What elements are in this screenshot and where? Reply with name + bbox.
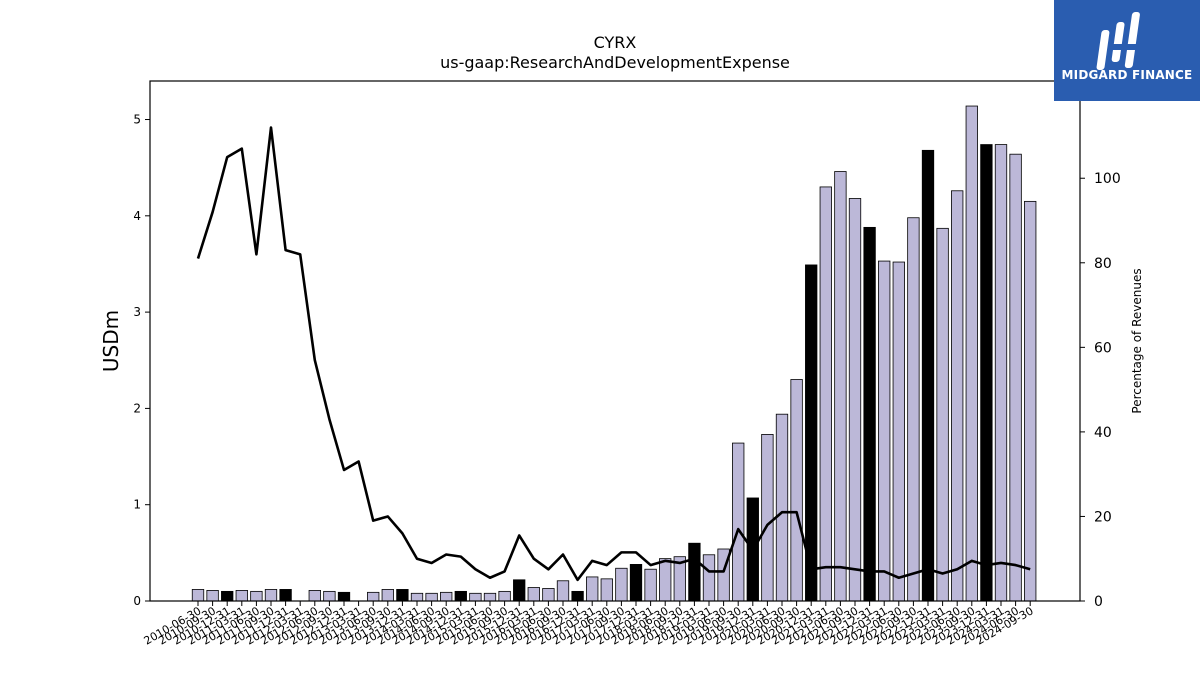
- bar: [367, 591, 380, 602]
- bar: [965, 105, 978, 602]
- bar: [688, 542, 701, 602]
- y2-tick-label: 60: [1094, 340, 1112, 356]
- midgard-finance-logo: MIDGARD FINANCE: [1054, 0, 1200, 101]
- bar: [513, 579, 526, 602]
- y2-tick-label: 80: [1094, 256, 1112, 272]
- bar: [732, 442, 745, 602]
- bar: [761, 434, 774, 602]
- bar: [907, 217, 920, 602]
- bar: [250, 590, 263, 602]
- bar: [878, 260, 891, 602]
- bar: [323, 590, 336, 602]
- bar: [454, 590, 467, 602]
- bar: [775, 413, 789, 602]
- bar: [863, 226, 876, 602]
- bar: [659, 558, 672, 602]
- bar: [629, 564, 643, 602]
- bar: [571, 590, 584, 602]
- bar: [527, 587, 540, 602]
- y-tick-label: 0: [133, 594, 141, 608]
- bar: [994, 144, 1008, 602]
- bar: [936, 227, 949, 602]
- bar: [221, 590, 234, 602]
- y-tick-label: 1: [133, 498, 141, 512]
- bar: [410, 592, 424, 602]
- bar: [206, 590, 219, 602]
- y-tick-label: 5: [133, 113, 141, 127]
- bar: [483, 592, 497, 602]
- bar: [819, 186, 832, 602]
- chart-subtitle: us-gaap:ResearchAndDevelopmentExpense: [440, 53, 790, 72]
- bar: [337, 591, 351, 602]
- bar: [381, 589, 394, 602]
- bar: [279, 589, 292, 602]
- bar: [440, 591, 453, 602]
- bar: [600, 578, 613, 602]
- bar: [586, 576, 599, 602]
- bar: [790, 379, 803, 602]
- y-axis-label: USDm: [99, 310, 123, 372]
- plot-frame: [149, 80, 1081, 602]
- bar: [425, 592, 438, 602]
- y2-axis-label: Percentage of Revenues: [1130, 268, 1144, 413]
- bar: [951, 190, 964, 602]
- chart-title: CYRX: [593, 33, 637, 52]
- y-tick-label: 3: [133, 305, 141, 319]
- y-tick-label: 2: [133, 401, 141, 415]
- bar: [396, 589, 409, 602]
- bar: [980, 144, 993, 602]
- y2-tick-label: 40: [1094, 425, 1112, 441]
- y2-tick-label: 0: [1094, 594, 1103, 610]
- bar: [308, 590, 321, 602]
- bar: [235, 590, 248, 602]
- y-tick-label: 4: [133, 209, 141, 223]
- bar: [498, 590, 511, 602]
- bar: [191, 589, 205, 602]
- bar: [921, 149, 935, 602]
- bar: [834, 171, 847, 602]
- bar: [644, 568, 657, 602]
- bar: [264, 589, 278, 602]
- y2-tick-label: 100: [1094, 171, 1121, 187]
- percentage-line: [196, 126, 1031, 582]
- y2-tick-label: 20: [1094, 509, 1112, 525]
- bar: [542, 588, 555, 602]
- bar: [848, 198, 862, 602]
- logo-text: MIDGARD FINANCE: [1061, 68, 1193, 82]
- bar: [615, 567, 628, 602]
- midgard-logo-icon: [1096, 12, 1142, 70]
- bar: [1009, 153, 1022, 602]
- bar: [892, 261, 905, 602]
- bar: [469, 592, 482, 602]
- bar: [556, 580, 570, 602]
- bar: [702, 554, 716, 602]
- bar: [1024, 200, 1037, 602]
